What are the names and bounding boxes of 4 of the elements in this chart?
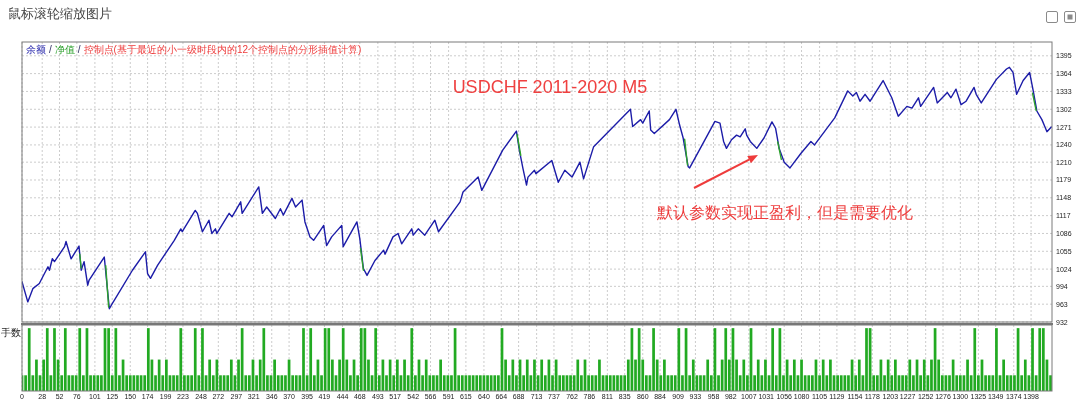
title: 手数: [1, 327, 21, 338]
note: 默认参数实现正盈利，但是需要优化: [657, 204, 913, 221]
note: 控制点(基于最近的小一级时段内的12个控制点的分形插值计算): [83, 44, 362, 55]
title: USDCHF 2011-2020 M5: [452, 77, 648, 97]
